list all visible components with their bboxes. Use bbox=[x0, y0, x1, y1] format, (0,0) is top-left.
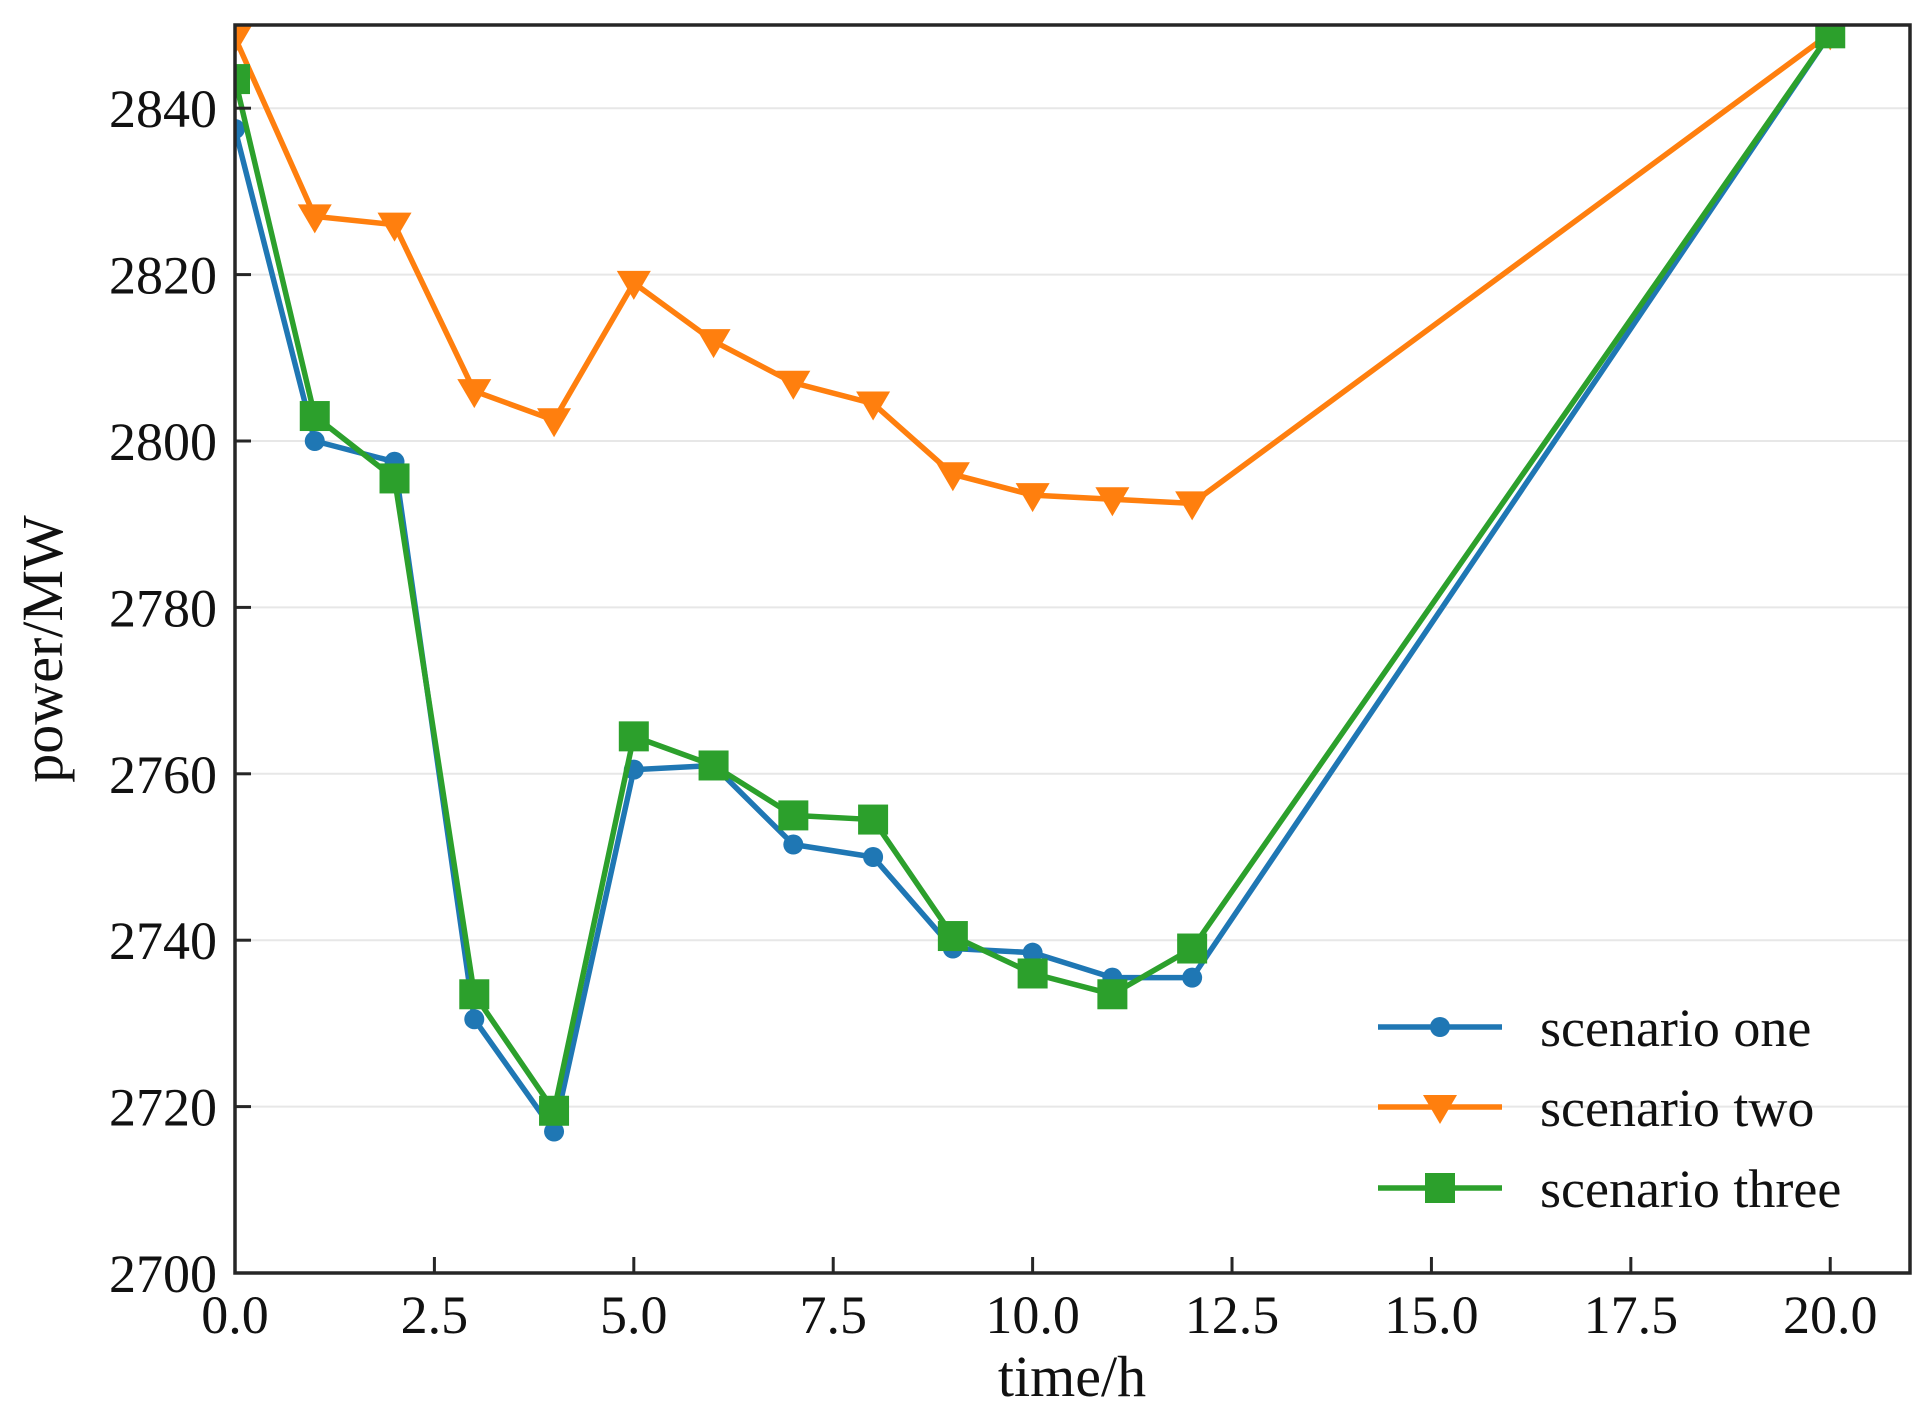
circle-marker bbox=[235, 119, 245, 139]
series-scenario-two bbox=[235, 25, 1846, 521]
triangle-down-marker bbox=[856, 391, 891, 421]
square-marker bbox=[299, 401, 330, 432]
triangle-down-marker bbox=[297, 204, 332, 234]
square-marker bbox=[1097, 979, 1128, 1010]
x-tick-label: 12.5 bbox=[1185, 1285, 1280, 1345]
circle-marker bbox=[1430, 1017, 1450, 1037]
tick-layer bbox=[233, 106, 1832, 1275]
triangle-down-marker bbox=[616, 270, 651, 300]
x-tick-label: 7.5 bbox=[799, 1285, 867, 1345]
triangle-down-marker bbox=[1175, 491, 1210, 521]
legend-item: scenario one bbox=[1378, 998, 1811, 1058]
x-axis-title: time/h bbox=[998, 1344, 1146, 1409]
triangle-down-marker bbox=[537, 408, 572, 438]
legend-item-label: scenario three bbox=[1540, 1159, 1841, 1219]
grid-layer bbox=[235, 107, 1910, 1108]
series-line bbox=[235, 30, 1833, 507]
y-axis-title: power/MW bbox=[10, 515, 75, 783]
triangle-down-marker bbox=[935, 462, 970, 492]
x-tick-label: 10.0 bbox=[985, 1285, 1080, 1345]
y-tick-label: 2780 bbox=[109, 578, 217, 638]
triangle-down-marker bbox=[377, 212, 412, 242]
circle-marker bbox=[544, 1121, 565, 1142]
square-marker bbox=[858, 804, 889, 835]
triangle-down-marker bbox=[235, 25, 252, 55]
legend-item-label: scenario two bbox=[1540, 1078, 1814, 1138]
triangle-down-marker bbox=[1015, 483, 1050, 513]
y-tick-label: 2820 bbox=[109, 246, 217, 306]
y-tick-label: 2700 bbox=[109, 1244, 217, 1304]
square-marker bbox=[1815, 25, 1846, 49]
triangle-down-marker bbox=[457, 379, 492, 409]
x-tick-label: 17.5 bbox=[1584, 1285, 1679, 1345]
x-tick-label: 2.5 bbox=[401, 1285, 469, 1345]
series-scenario-three bbox=[235, 25, 1846, 1126]
x-tick-label: 5.0 bbox=[600, 1285, 668, 1345]
circle-marker bbox=[783, 834, 804, 855]
square-marker bbox=[539, 1095, 570, 1126]
square-marker bbox=[937, 921, 968, 952]
circle-marker bbox=[304, 431, 325, 451]
circle-marker bbox=[1182, 967, 1203, 988]
triangle-down-marker bbox=[776, 370, 811, 400]
legend-item-label: scenario one bbox=[1540, 998, 1811, 1058]
y-tick-label: 2760 bbox=[109, 745, 217, 805]
legend-item: scenario three bbox=[1378, 1159, 1841, 1219]
x-tick-label: 20.0 bbox=[1783, 1285, 1878, 1345]
circle-marker bbox=[863, 847, 884, 867]
series-layer bbox=[235, 25, 1846, 1142]
square-marker bbox=[459, 979, 490, 1010]
square-marker bbox=[778, 800, 809, 831]
legend-item: scenario two bbox=[1378, 1078, 1814, 1138]
circle-marker bbox=[1022, 942, 1043, 963]
y-tick-label: 2720 bbox=[109, 1078, 217, 1138]
tick-label-layer: 0.0 2.5 5.0 7.5 10.0 12.5 15.0 17.5 20.0 2700 2720… bbox=[109, 79, 1877, 1345]
triangle-down-marker bbox=[1095, 487, 1130, 517]
y-tick-label: 2840 bbox=[109, 79, 217, 139]
circle-marker bbox=[464, 1009, 485, 1030]
square-marker bbox=[698, 750, 729, 781]
square-marker bbox=[618, 721, 649, 752]
square-marker bbox=[235, 64, 250, 95]
x-tick-label: 0.0 bbox=[201, 1285, 269, 1345]
plot-border bbox=[233, 23, 1912, 1275]
y-tick-label: 2800 bbox=[109, 412, 217, 472]
square-marker bbox=[1017, 958, 1048, 989]
legend: scenario one scenario two scenario three bbox=[1378, 998, 1841, 1219]
triangle-down-marker bbox=[1423, 1095, 1457, 1124]
x-tick-label: 15.0 bbox=[1384, 1285, 1479, 1345]
y-tick-label: 2740 bbox=[109, 911, 217, 971]
square-marker bbox=[1425, 1173, 1455, 1203]
triangle-down-marker bbox=[696, 329, 731, 359]
square-marker bbox=[379, 463, 410, 494]
square-marker bbox=[1177, 933, 1208, 964]
